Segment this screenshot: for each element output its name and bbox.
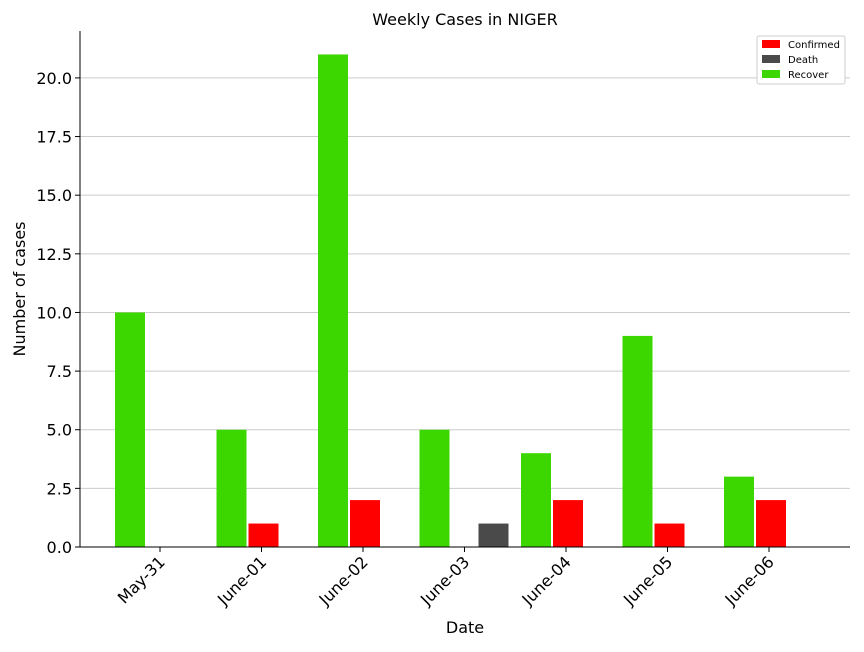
x-tick-label: June-01 bbox=[213, 552, 270, 609]
y-tick-label: 17.5 bbox=[36, 128, 72, 147]
y-tick-label: 20.0 bbox=[36, 69, 72, 88]
bar-confirmed bbox=[654, 523, 685, 547]
bar-death bbox=[478, 523, 509, 547]
x-tick-label: May-31 bbox=[114, 552, 169, 607]
y-tick-label: 5.0 bbox=[47, 421, 72, 440]
bar-recover bbox=[521, 453, 551, 547]
bar-recover bbox=[115, 312, 145, 547]
bar-recover bbox=[419, 429, 450, 547]
x-tick-label: June-05 bbox=[619, 552, 676, 609]
legend-label-death: Death bbox=[788, 55, 818, 66]
y-tick-label: 12.5 bbox=[36, 245, 72, 264]
chart-title: Weekly Cases in NIGER bbox=[372, 10, 557, 29]
bar-recover bbox=[622, 335, 653, 547]
y-tick-label: 15.0 bbox=[36, 186, 72, 205]
x-ticks: May-31 June-01 June-02 June-03 June-04 June-0… bbox=[114, 547, 778, 610]
x-tick-label: June-03 bbox=[416, 552, 473, 609]
bar-recover bbox=[318, 54, 348, 548]
x-tick-label: June-06 bbox=[721, 552, 778, 609]
x-axis-title: Date bbox=[446, 618, 484, 637]
bar-recover bbox=[724, 476, 754, 547]
y-tick-label: 7.5 bbox=[47, 362, 72, 381]
grid-lines bbox=[80, 77, 850, 489]
bar-recover bbox=[216, 429, 247, 547]
y-axis-title: Number of cases bbox=[10, 222, 29, 357]
legend-label-confirmed: Confirmed bbox=[788, 40, 840, 51]
y-tick-label: 0.0 bbox=[47, 538, 72, 557]
legend-swatch-confirmed bbox=[762, 40, 780, 48]
legend-label-recover: Recover bbox=[788, 70, 829, 81]
bar-confirmed bbox=[248, 523, 279, 547]
bar-confirmed bbox=[553, 500, 583, 547]
bar-confirmed bbox=[350, 500, 380, 547]
bar-confirmed bbox=[756, 500, 786, 547]
bars bbox=[115, 54, 786, 548]
x-tick-label: June-04 bbox=[518, 552, 575, 609]
legend-swatch-recover bbox=[762, 70, 780, 78]
axes bbox=[79, 31, 850, 548]
y-ticks: 0.0 2.5 5.0 7.5 10.0 12.5 15.0 17.5 20.0 bbox=[36, 69, 80, 557]
x-tick-label: June-02 bbox=[315, 552, 372, 609]
legend-swatch-death bbox=[762, 55, 780, 63]
y-tick-label: 10.0 bbox=[36, 303, 72, 322]
y-tick-label: 2.5 bbox=[47, 479, 72, 498]
legend: Confirmed Death Recover bbox=[756, 35, 846, 85]
